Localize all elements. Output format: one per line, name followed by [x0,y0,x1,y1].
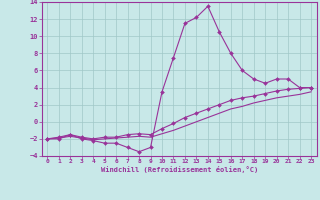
X-axis label: Windchill (Refroidissement éolien,°C): Windchill (Refroidissement éolien,°C) [100,166,258,173]
